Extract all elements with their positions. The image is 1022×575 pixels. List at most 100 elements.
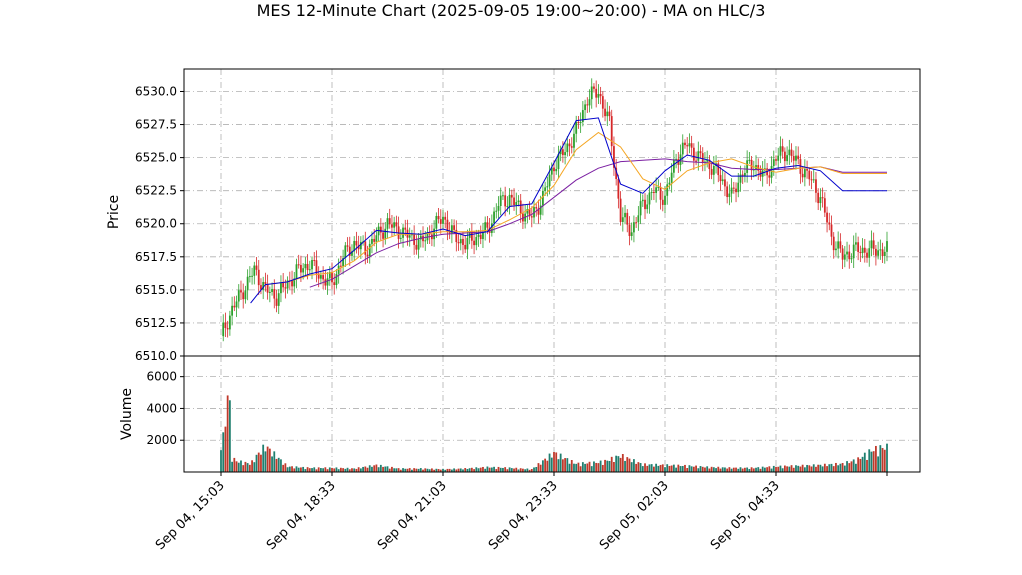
volume-bar bbox=[855, 463, 857, 472]
candle-body bbox=[628, 224, 631, 236]
candle-body bbox=[417, 239, 420, 250]
volume-bar bbox=[746, 467, 749, 472]
candle-body bbox=[253, 265, 256, 276]
candle-body bbox=[517, 200, 520, 203]
candle-body bbox=[599, 93, 602, 97]
volume-bar bbox=[499, 467, 502, 472]
candle-body bbox=[857, 242, 860, 252]
candle-body bbox=[812, 179, 815, 181]
volume-bar bbox=[812, 464, 815, 472]
volume-bar bbox=[264, 451, 267, 472]
volume-bar bbox=[304, 469, 307, 472]
candle-body bbox=[604, 108, 606, 117]
volume-bar bbox=[528, 469, 531, 472]
volume-bar bbox=[257, 452, 260, 472]
candle-body bbox=[788, 149, 791, 156]
volume-bar bbox=[728, 467, 731, 472]
volume-bar bbox=[621, 454, 624, 472]
volume-bar bbox=[433, 469, 436, 472]
volume-bar bbox=[701, 466, 704, 472]
candle-body bbox=[659, 186, 662, 200]
volume-bar bbox=[599, 460, 602, 472]
volume-bar bbox=[386, 466, 389, 472]
volume-bar bbox=[546, 460, 549, 472]
volume-bar bbox=[308, 468, 311, 472]
volume-bar bbox=[222, 432, 225, 472]
ma-fast-line bbox=[250, 117, 887, 304]
volume-bar bbox=[606, 460, 609, 472]
candle-body bbox=[293, 278, 296, 287]
candle-body bbox=[226, 328, 229, 330]
volume-bar bbox=[522, 468, 524, 472]
volume-bar bbox=[253, 462, 256, 472]
volume-bar bbox=[442, 468, 444, 472]
candle-body bbox=[786, 155, 788, 162]
volume-bar bbox=[690, 466, 693, 472]
volume-bar bbox=[346, 467, 349, 472]
volume-bar bbox=[575, 463, 578, 472]
volume-bar bbox=[542, 460, 544, 472]
candle-body bbox=[475, 236, 478, 246]
candle-body bbox=[879, 249, 882, 251]
candle-body bbox=[606, 111, 609, 117]
candle-body bbox=[546, 186, 549, 188]
candle-body bbox=[861, 247, 864, 254]
volume-bar bbox=[246, 463, 249, 472]
volume-bar bbox=[426, 468, 429, 472]
volume-bar bbox=[288, 466, 291, 472]
candle-body bbox=[741, 174, 744, 176]
volume-bar bbox=[635, 463, 638, 472]
volume-bar bbox=[697, 468, 700, 472]
candle-body bbox=[373, 238, 376, 242]
candle-body bbox=[568, 143, 571, 147]
candle-body bbox=[593, 86, 595, 89]
candle-body bbox=[235, 301, 238, 308]
candle-body bbox=[519, 200, 522, 214]
volume-bar bbox=[375, 464, 378, 472]
volume-bar bbox=[719, 468, 722, 472]
candle-body bbox=[306, 263, 309, 271]
volume-bar bbox=[368, 465, 371, 472]
volume-bar bbox=[772, 465, 775, 472]
candle-body bbox=[779, 146, 782, 156]
candle-body bbox=[386, 218, 389, 229]
volume-bar bbox=[351, 468, 353, 472]
candle-body bbox=[419, 235, 422, 240]
volume-bar bbox=[741, 468, 744, 472]
volume-bar bbox=[231, 461, 233, 472]
candle-body bbox=[382, 232, 384, 239]
candle-body bbox=[621, 217, 624, 222]
price-tick-label: 6527.5 bbox=[135, 118, 177, 132]
candle-body bbox=[615, 167, 618, 180]
volume-bar bbox=[422, 469, 424, 472]
volume-bar bbox=[226, 395, 229, 472]
candle-body bbox=[555, 169, 558, 172]
volume-bar bbox=[293, 468, 296, 472]
candle-body bbox=[379, 226, 382, 233]
candle-body bbox=[724, 179, 726, 187]
candle-body bbox=[493, 211, 495, 224]
volume-bar bbox=[462, 469, 464, 472]
candle-body bbox=[775, 159, 777, 161]
volume-bar bbox=[724, 467, 726, 472]
volume-bar bbox=[477, 468, 480, 472]
candle-body bbox=[300, 264, 302, 273]
candle-body bbox=[681, 142, 684, 155]
price-tick-label: 6530.0 bbox=[135, 84, 177, 98]
candle-body bbox=[637, 215, 640, 223]
volume-bar bbox=[752, 468, 755, 472]
candle-body bbox=[326, 278, 329, 286]
candle-body bbox=[537, 208, 540, 215]
candle-body bbox=[280, 282, 282, 294]
candle-body bbox=[646, 204, 649, 210]
candle-body bbox=[395, 222, 398, 227]
volume-tick-label: 6000 bbox=[146, 370, 177, 384]
candle-body bbox=[357, 245, 360, 250]
volume-bar bbox=[790, 465, 793, 472]
volume-bar bbox=[248, 464, 251, 472]
candle-body bbox=[282, 282, 285, 288]
candle-body bbox=[486, 222, 489, 228]
volume-bar bbox=[617, 456, 620, 472]
x-tick-label: Sep 04, 15:03 bbox=[153, 478, 228, 553]
candle-body bbox=[803, 169, 806, 178]
